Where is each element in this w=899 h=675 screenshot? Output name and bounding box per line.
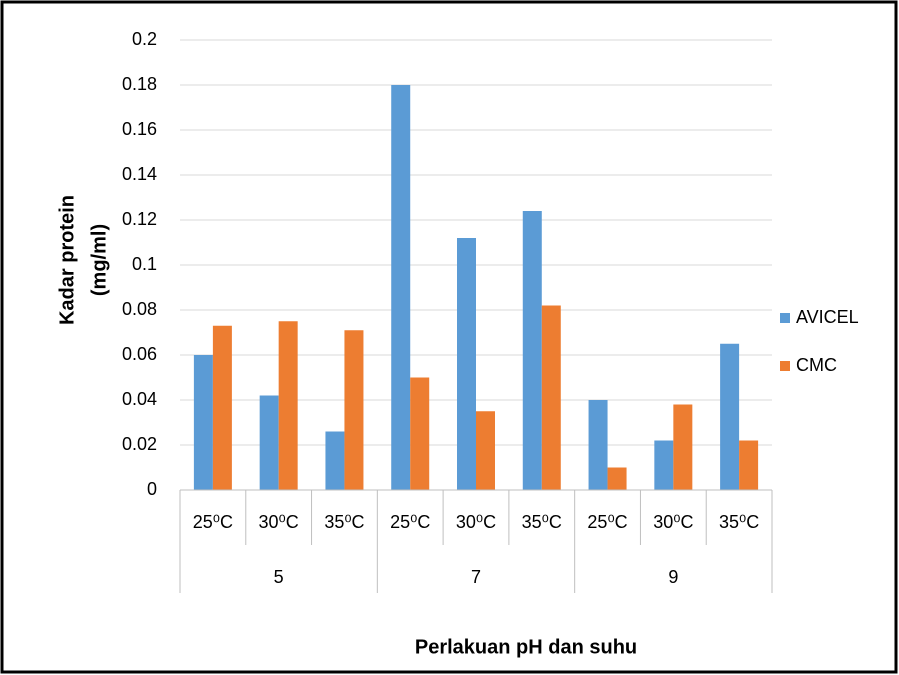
- y-tick-label: 0.12: [122, 209, 157, 229]
- x-axis-title: Perlakuan pH dan suhu: [415, 636, 637, 658]
- x-tick-label: 35⁰C: [324, 512, 364, 532]
- bar: [522, 211, 542, 490]
- legend-swatch: [780, 361, 790, 371]
- y-axis-title: Kadar protein: [56, 195, 78, 325]
- y-tick-label: 0.2: [132, 29, 157, 49]
- x-tick-label: 25⁰C: [193, 512, 233, 532]
- bar: [278, 321, 298, 490]
- x-group-label: 5: [274, 567, 284, 587]
- bar: [720, 343, 740, 490]
- y-tick-label: 0: [147, 479, 157, 499]
- y-tick-label: 0.06: [122, 344, 157, 364]
- x-tick-label: 35⁰C: [522, 512, 562, 532]
- bar: [654, 440, 674, 490]
- x-tick-label: 30⁰C: [259, 512, 299, 532]
- x-tick-label: 30⁰C: [653, 512, 693, 532]
- x-tick-label: 25⁰C: [587, 512, 627, 532]
- y-tick-label: 0.18: [122, 74, 157, 94]
- legend-swatch: [780, 313, 790, 323]
- bar: [259, 395, 279, 490]
- y-tick-label: 0.14: [122, 164, 157, 184]
- bar: [410, 377, 430, 490]
- x-tick-label: 30⁰C: [456, 512, 496, 532]
- bar: [391, 85, 411, 490]
- y-tick-label: 0.02: [122, 434, 157, 454]
- bar: [325, 431, 345, 490]
- bar: [457, 238, 476, 490]
- legend-label: AVICEL: [796, 307, 859, 327]
- bar: [193, 355, 213, 490]
- y-tick-label: 0.16: [122, 119, 157, 139]
- x-group-label: 9: [668, 567, 678, 587]
- bar: [673, 404, 693, 490]
- x-tick-label: 25⁰C: [390, 512, 430, 532]
- legend-label: CMC: [796, 355, 837, 375]
- bar: [541, 305, 561, 490]
- y-tick-label: 0.08: [122, 299, 157, 319]
- x-tick-label: 35⁰C: [719, 512, 759, 532]
- bar: [212, 325, 232, 490]
- bar: [476, 411, 495, 490]
- y-tick-label: 0.1: [132, 254, 157, 274]
- bar: [588, 400, 608, 490]
- x-group-label: 7: [471, 567, 481, 587]
- y-tick-label: 0.04: [122, 389, 157, 409]
- y-axis-title: (mg/ml): [88, 224, 110, 296]
- bar: [739, 440, 759, 490]
- bar: [344, 330, 364, 490]
- bar: [607, 467, 627, 490]
